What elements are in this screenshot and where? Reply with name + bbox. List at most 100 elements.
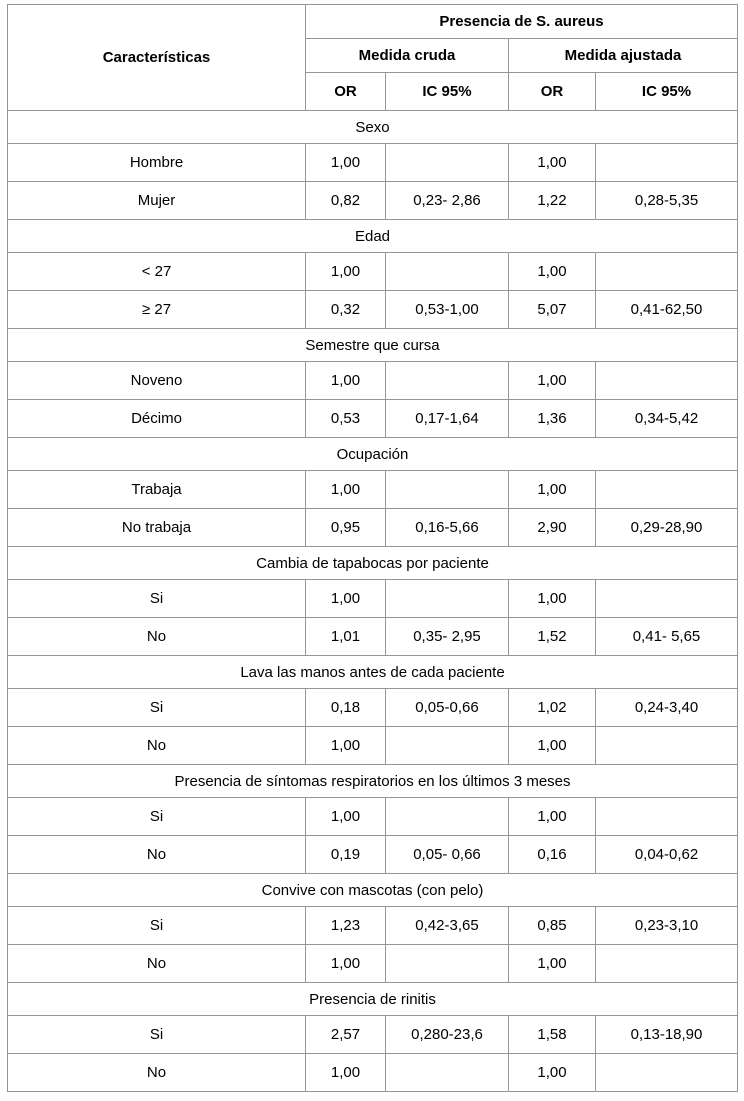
cell-ic-crude: 0,05- 0,66 (385, 835, 509, 874)
header-caracteristicas: Características (7, 4, 306, 111)
section-title: Sexo (6, 110, 739, 144)
header-medida-cruda: Medida cruda (305, 38, 509, 73)
cell-ic-crude (385, 797, 509, 836)
cell-ic-adjusted (594, 797, 739, 836)
cell-ic-crude (385, 361, 509, 400)
cell-or-crude: 0,32 (305, 290, 386, 329)
header-row-stats: OR IC 95% OR IC 95% (8, 72, 739, 111)
cell-or-adjusted: 1,00 (508, 944, 596, 983)
cell-ic-adjusted (594, 470, 739, 509)
header-or-crude: OR (305, 72, 386, 111)
header-ic-adjusted: IC 95% (594, 72, 739, 111)
section-row: Convive con mascotas (con pelo) (6, 873, 739, 907)
header-group-title: Presencia de S. aureus (304, 4, 739, 39)
cell-label: Décimo (7, 399, 306, 438)
header-medida-ajustada: Medida ajustada (507, 38, 739, 73)
cell-ic-adjusted: 0,04-0,62 (594, 835, 739, 874)
cell-ic-crude (385, 470, 509, 509)
table-row: Si 1,00 1,00 (7, 797, 739, 836)
header-row-measures: Medida cruda Medida ajustada (8, 38, 739, 73)
section-title: Semestre que cursa (6, 328, 739, 362)
cell-or-crude: 1,00 (305, 944, 386, 983)
cell-ic-crude (385, 944, 509, 983)
cell-ic-crude (385, 726, 509, 765)
header-row-group: Características Presencia de S. aureus (7, 4, 739, 111)
cell-ic-crude (385, 579, 509, 618)
cell-or-crude: 0,19 (305, 835, 386, 874)
cell-label: No (7, 726, 306, 765)
cell-or-adjusted: 1,36 (508, 399, 596, 438)
cell-label: Si (7, 906, 306, 945)
cell-or-crude: 1,00 (305, 143, 386, 182)
cell-or-crude: 1,00 (305, 1053, 386, 1092)
cell-or-adjusted: 1,02 (508, 688, 596, 727)
cell-ic-adjusted: 0,41- 5,65 (594, 617, 739, 656)
cell-or-crude: 2,57 (305, 1015, 386, 1054)
section-title: Presencia de síntomas respiratorios en l… (6, 764, 739, 798)
section-row: Sexo (6, 110, 739, 144)
cell-or-adjusted: 1,58 (508, 1015, 596, 1054)
section-row: Edad (6, 219, 739, 253)
cell-ic-adjusted (594, 1053, 739, 1092)
table-row: Noveno 1,00 1,00 (7, 361, 739, 400)
section-row: Presencia de rinitis (6, 982, 739, 1016)
cell-ic-adjusted: 0,13-18,90 (594, 1015, 739, 1054)
table-row: Mujer 0,82 0,23- 2,86 1,22 0,28-5,35 (7, 181, 739, 220)
cell-label: Si (7, 688, 306, 727)
cell-label: Si (7, 797, 306, 836)
odds-ratio-table: Características Presencia de S. aureus M… (6, 4, 739, 1092)
cell-or-crude: 1,00 (305, 361, 386, 400)
cell-or-crude: 1,23 (305, 906, 386, 945)
section-title: Ocupación (6, 437, 739, 471)
cell-label: Trabaja (7, 470, 306, 509)
cell-ic-adjusted (594, 944, 739, 983)
cell-or-adjusted: 5,07 (508, 290, 596, 329)
cell-or-adjusted: 1,52 (508, 617, 596, 656)
cell-or-adjusted: 1,00 (508, 797, 596, 836)
cell-or-crude: 1,00 (305, 470, 386, 509)
section-title: Cambia de tapabocas por paciente (6, 546, 739, 580)
cell-or-adjusted: 1,22 (508, 181, 596, 220)
table-row: Si 1,23 0,42-3,65 0,85 0,23-3,10 (7, 906, 739, 945)
cell-or-adjusted: 1,00 (508, 252, 596, 291)
section-row: Presencia de síntomas respiratorios en l… (6, 764, 739, 798)
cell-ic-crude: 0,17-1,64 (385, 399, 509, 438)
cell-or-crude: 1,00 (305, 726, 386, 765)
header-or-adjusted: OR (508, 72, 596, 111)
cell-ic-adjusted (594, 252, 739, 291)
table-row: Décimo 0,53 0,17-1,64 1,36 0,34-5,42 (7, 399, 739, 438)
cell-or-adjusted: 1,00 (508, 579, 596, 618)
cell-or-adjusted: 1,00 (508, 143, 596, 182)
cell-label: ≥ 27 (7, 290, 306, 329)
cell-label: No trabaja (7, 508, 306, 547)
cell-ic-crude (385, 143, 509, 182)
section-title: Edad (6, 219, 739, 253)
section-row: Semestre que cursa (6, 328, 739, 362)
table-row: No 1,00 1,00 (7, 726, 739, 765)
table-row: No 1,00 1,00 (7, 944, 739, 983)
cell-or-crude: 0,95 (305, 508, 386, 547)
cell-ic-crude: 0,53-1,00 (385, 290, 509, 329)
table-row: < 27 1,00 1,00 (7, 252, 739, 291)
cell-ic-crude: 0,280-23,6 (385, 1015, 509, 1054)
cell-ic-crude: 0,16-5,66 (385, 508, 509, 547)
table-row: Si 2,57 0,280-23,6 1,58 0,13-18,90 (7, 1015, 739, 1054)
section-row: Ocupación (6, 437, 739, 471)
cell-or-crude: 0,82 (305, 181, 386, 220)
cell-or-adjusted: 2,90 (508, 508, 596, 547)
cell-or-adjusted: 1,00 (508, 726, 596, 765)
cell-label: No (7, 1053, 306, 1092)
cell-ic-adjusted (594, 579, 739, 618)
table-row: No 0,19 0,05- 0,66 0,16 0,04-0,62 (7, 835, 739, 874)
cell-ic-adjusted (594, 726, 739, 765)
cell-label: Hombre (7, 143, 306, 182)
section-title: Lava las manos antes de cada paciente (6, 655, 739, 689)
cell-label: Noveno (7, 361, 306, 400)
cell-ic-crude (385, 252, 509, 291)
section-row: Cambia de tapabocas por paciente (6, 546, 739, 580)
cell-label: Si (7, 1015, 306, 1054)
table-row: Si 0,18 0,05-0,66 1,02 0,24-3,40 (7, 688, 739, 727)
cell-ic-crude: 0,35- 2,95 (385, 617, 509, 656)
cell-or-crude: 1,00 (305, 579, 386, 618)
